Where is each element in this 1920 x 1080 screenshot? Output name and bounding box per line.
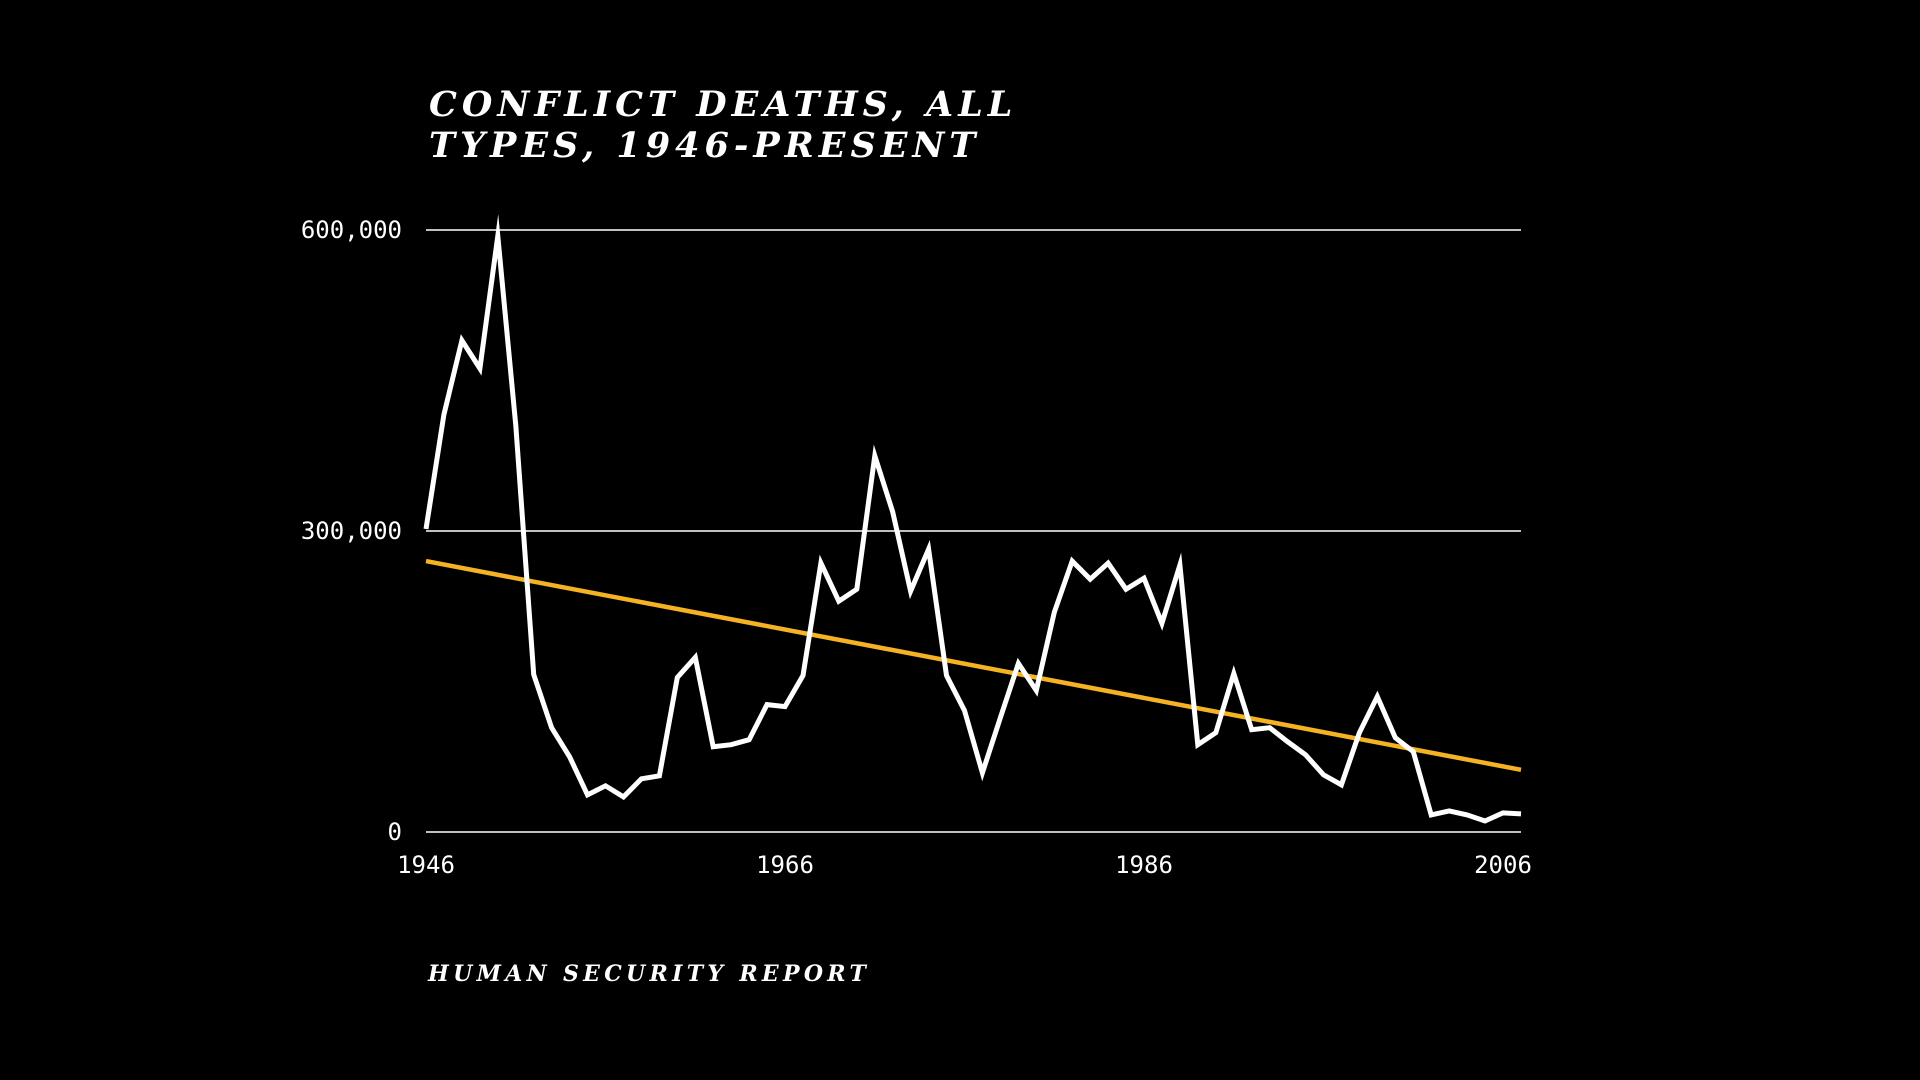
x-tick-label: 2006 [1474,851,1532,879]
series-lines [423,214,1522,824]
chart-title-line-1: CONFLICT DEATHS, ALL [429,84,1018,125]
x-axis-labels: 1946 1966 1986 2006 [397,851,1532,879]
trend-line [425,558,1522,773]
y-tick-label: 300,000 [301,517,402,545]
gridlines [426,229,1521,833]
chart-title: CONFLICT DEATHS, ALL TYPES, 1946-PRESENT [429,84,1017,166]
x-tick-label: 1946 [397,851,455,879]
y-axis-labels: 0 300,000 600,000 [301,216,402,846]
x-tick-label: 1986 [1115,851,1173,879]
y-tick-label: 0 [388,818,402,846]
source-label: HUMAN SECURITY REPORT [428,961,871,987]
chart-title-line-2: TYPES, 1946-PRESENT [429,125,981,166]
x-tick-label: 1966 [756,851,814,879]
series-line-conflict-deaths [423,214,1522,824]
y-tick-label: 600,000 [301,216,402,244]
